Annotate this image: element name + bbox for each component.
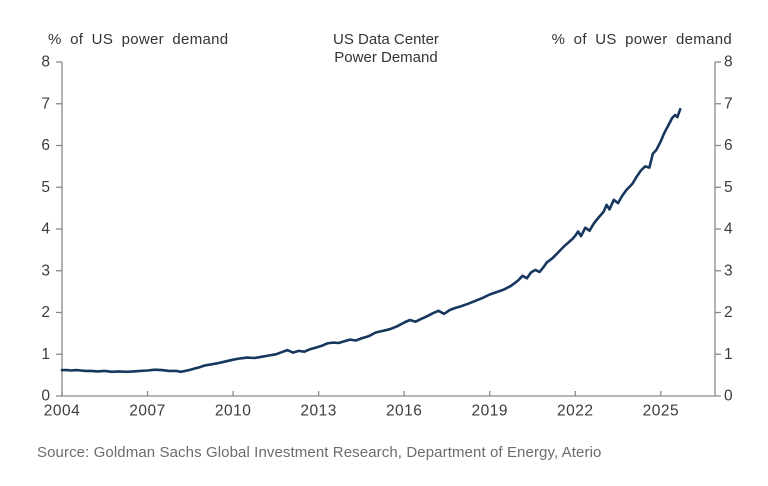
axes-frame bbox=[61, 62, 716, 397]
left-axis-title: % of US power demand bbox=[48, 31, 229, 48]
right-axis-title: % of US power demand bbox=[551, 31, 732, 48]
right-axis-tick-label: 2 bbox=[724, 304, 733, 321]
left-axis-tick-label: 1 bbox=[41, 346, 50, 363]
left-axis-tick-label: 2 bbox=[41, 304, 50, 321]
chart-title: US Data Center Power Demand bbox=[333, 31, 439, 66]
right-axis-tick-label: 5 bbox=[724, 179, 733, 196]
left-axis-tick-label: 5 bbox=[41, 179, 50, 196]
right-axis-tick-label: 7 bbox=[724, 95, 733, 112]
left-axis-tick-label: 3 bbox=[41, 262, 50, 279]
left-axis-tick-label: 7 bbox=[41, 95, 50, 112]
right-axis-tick-label: 1 bbox=[724, 346, 733, 363]
right-axis-tick-label: 3 bbox=[724, 262, 733, 279]
left-axis-tick-label: 4 bbox=[41, 221, 50, 238]
x-axis-tick-label: 2019 bbox=[471, 402, 507, 419]
x-axis-tick-label: 2010 bbox=[215, 402, 251, 419]
x-axis-tick-label: 2013 bbox=[300, 402, 336, 419]
source-note: Source: Goldman Sachs Global Investment … bbox=[37, 444, 602, 461]
x-axis-tick-label: 2016 bbox=[386, 402, 422, 419]
data-line-series bbox=[60, 107, 682, 374]
right-axis-tick-label: 0 bbox=[724, 388, 733, 405]
right-axis-tick-label: 6 bbox=[724, 137, 733, 154]
right-axis-tick-label: 4 bbox=[724, 221, 733, 238]
left-axis-tick-label: 8 bbox=[41, 54, 50, 71]
x-axis-tick-label: 2004 bbox=[44, 402, 80, 419]
right-axis-tick-label: 8 bbox=[724, 54, 733, 71]
x-axis-tick-label: 2025 bbox=[643, 402, 679, 419]
left-axis-tick-label: 0 bbox=[41, 388, 50, 405]
x-axis-tick-label: 2022 bbox=[557, 402, 593, 419]
left-axis-tick-label: 6 bbox=[41, 137, 50, 154]
x-axis-tick-label: 2007 bbox=[129, 402, 165, 419]
